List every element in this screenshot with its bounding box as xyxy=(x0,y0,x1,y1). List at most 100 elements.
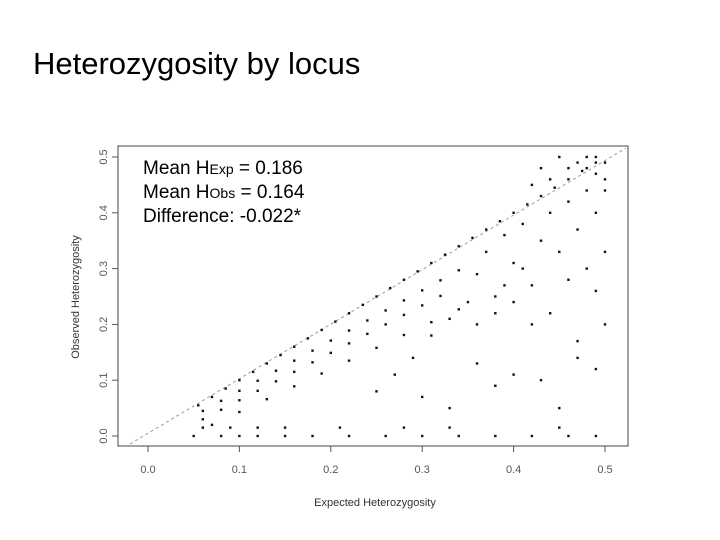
data-point xyxy=(320,328,323,332)
data-point xyxy=(448,426,451,429)
data-point xyxy=(567,434,570,438)
data-point xyxy=(475,323,479,326)
data-point xyxy=(503,284,506,287)
data-point xyxy=(265,362,269,365)
data-point xyxy=(347,359,351,362)
data-point xyxy=(539,194,543,198)
data-point xyxy=(393,373,396,376)
data-point xyxy=(238,410,241,414)
data-point xyxy=(361,303,364,307)
data-point xyxy=(389,286,392,290)
data-point xyxy=(238,399,241,402)
data-point xyxy=(421,304,424,307)
data-point xyxy=(503,233,506,237)
data-point xyxy=(375,295,378,298)
data-point xyxy=(603,323,607,326)
data-point xyxy=(512,211,515,214)
data-point xyxy=(585,155,588,159)
data-point xyxy=(603,250,607,254)
data-point xyxy=(402,313,406,317)
data-point xyxy=(558,250,561,254)
data-point xyxy=(594,367,598,371)
data-point xyxy=(402,278,406,281)
x-tick-label: 0.2 xyxy=(323,464,338,476)
data-point xyxy=(567,178,570,181)
data-point xyxy=(576,356,579,360)
data-point xyxy=(512,373,515,376)
y-axis-title: Observed Heterozygosity xyxy=(70,235,82,359)
data-point xyxy=(375,346,378,350)
data-point xyxy=(548,312,552,315)
y-tick-label: 0.5 xyxy=(98,149,110,164)
data-point xyxy=(567,278,570,281)
data-point xyxy=(567,166,570,170)
data-point xyxy=(347,434,351,438)
data-point xyxy=(457,269,460,272)
data-point xyxy=(283,434,287,438)
data-points-layer xyxy=(192,155,607,438)
stat-mean-hobs-value: = 0.164 xyxy=(235,182,305,203)
data-point xyxy=(512,261,515,265)
data-point xyxy=(448,317,451,321)
y-tick-label: 0.4 xyxy=(98,205,110,220)
stat-difference: Difference: -0.022* xyxy=(143,206,302,227)
y-tick-label: 0.3 xyxy=(98,261,110,276)
data-point xyxy=(274,380,278,383)
data-point xyxy=(256,379,259,382)
data-point xyxy=(548,211,552,214)
data-point xyxy=(457,308,460,311)
data-point xyxy=(219,399,223,403)
x-tick-label: 0.5 xyxy=(597,464,612,476)
data-point xyxy=(539,379,543,382)
data-point xyxy=(219,434,223,438)
data-point xyxy=(430,320,433,324)
data-point xyxy=(201,409,205,413)
plot-box xyxy=(117,145,629,447)
data-point xyxy=(411,356,415,360)
data-point xyxy=(219,408,223,411)
data-point xyxy=(293,345,296,348)
data-point xyxy=(553,186,556,189)
data-point xyxy=(201,418,205,421)
data-point xyxy=(594,289,598,293)
stat-mean-hobs-sub: Obs xyxy=(209,185,236,201)
x-tick-label: 0.3 xyxy=(415,464,430,476)
data-point xyxy=(224,387,227,390)
data-point xyxy=(494,312,497,315)
data-point xyxy=(494,434,497,438)
data-point xyxy=(347,342,351,345)
data-point xyxy=(402,333,406,337)
stat-mean-hobs: Mean HObs = 0.164 xyxy=(143,181,304,205)
data-point xyxy=(494,384,497,387)
data-point xyxy=(347,312,351,315)
x-tick-label: 0.0 xyxy=(140,464,155,476)
data-point xyxy=(498,219,502,223)
reference-line xyxy=(129,147,627,445)
data-point xyxy=(421,434,424,438)
data-point xyxy=(366,332,369,336)
data-point xyxy=(329,339,332,342)
data-point xyxy=(334,320,337,323)
axis-ticks-layer: 0.0 0.1 0.2 0.3 0.4 0.5 0.0 0.1 0.2 0.3 0.4 0.5 xyxy=(98,149,613,476)
data-point xyxy=(457,245,460,248)
data-point xyxy=(530,183,534,187)
data-point xyxy=(576,339,579,343)
data-point xyxy=(256,389,259,393)
x-tick-label: 0.1 xyxy=(232,464,247,476)
data-point xyxy=(439,294,442,298)
x-tick-label: 0.4 xyxy=(506,464,521,476)
data-point xyxy=(338,426,342,429)
data-point xyxy=(558,406,561,410)
data-point xyxy=(576,228,579,231)
data-point xyxy=(603,161,607,164)
stat-mean-hobs-label: Mean H xyxy=(143,182,210,203)
data-point xyxy=(594,211,598,214)
data-point xyxy=(251,370,255,374)
data-point xyxy=(558,155,561,159)
data-point xyxy=(421,289,424,292)
data-point xyxy=(421,395,424,399)
data-point xyxy=(238,389,241,393)
data-point xyxy=(402,299,406,302)
data-point xyxy=(585,267,588,270)
